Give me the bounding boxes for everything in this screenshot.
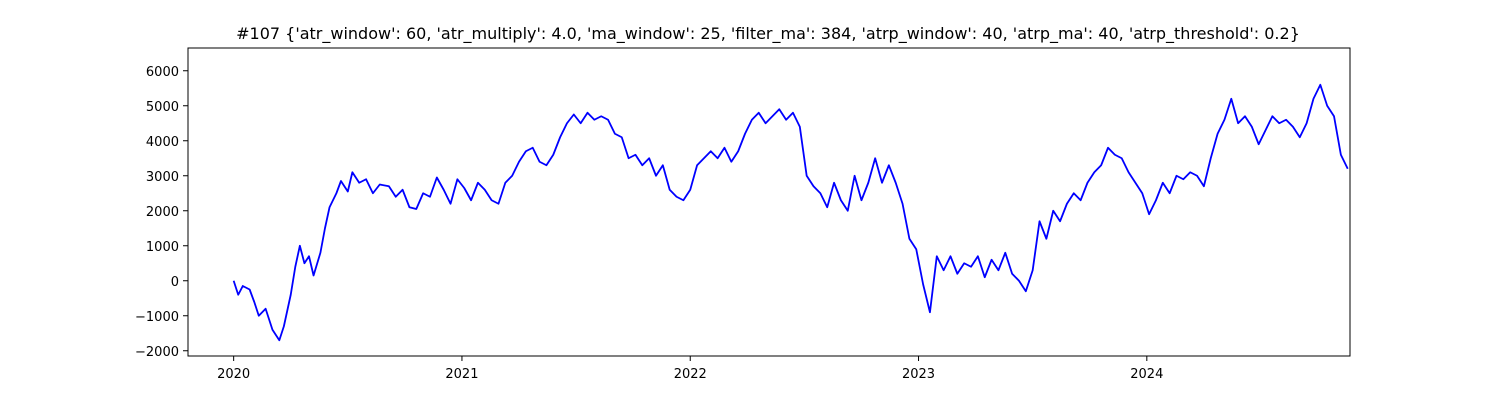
series-line-0 (232, 83, 1349, 342)
y-axis: −2000 −1000 0 1000 2000 3000 4000 5000 6000 (135, 65, 188, 360)
x-tick-label: 2021 (445, 367, 478, 382)
x-tick-label: 2020 (217, 367, 250, 382)
y-tick-label: 0 (171, 275, 179, 290)
chart-title: #107 {'atr_window': 60, 'atr_multiply': … (236, 24, 1300, 44)
y-tick-label: −1000 (135, 310, 179, 325)
plot-area: 2020 2021 2022 2023 2024 −2000 −1000 0 1000 2000… (135, 47, 1351, 382)
axes-frame (187, 47, 1351, 357)
x-tick-label: 2023 (902, 367, 935, 382)
y-tick-label: −2000 (135, 345, 179, 360)
x-axis: 2020 2021 2022 2023 2024 (217, 356, 1163, 382)
y-tick-label: 1000 (146, 240, 179, 255)
x-tick-label: 2024 (1130, 367, 1163, 382)
y-tick-label: 6000 (146, 65, 179, 80)
series-layer (232, 83, 1349, 342)
y-tick-label: 3000 (146, 170, 179, 185)
y-tick-label: 4000 (146, 135, 179, 150)
y-tick-label: 2000 (146, 205, 179, 220)
x-tick-label: 2022 (674, 367, 707, 382)
y-tick-label: 5000 (146, 100, 179, 115)
